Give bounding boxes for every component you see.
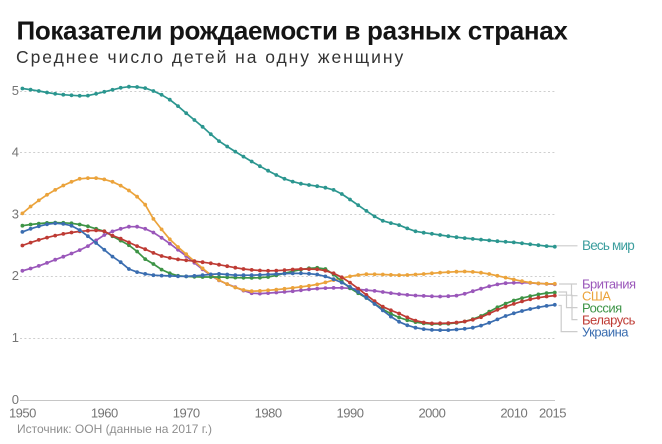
svg-text:1970: 1970 xyxy=(173,406,200,421)
svg-text:3: 3 xyxy=(12,206,19,221)
svg-text:Источник: ООН (данные на 2017: Источник: ООН (данные на 2017 г.) xyxy=(17,422,212,436)
svg-text:2000: 2000 xyxy=(418,406,445,421)
svg-text:1990: 1990 xyxy=(337,406,364,421)
svg-text:1960: 1960 xyxy=(91,406,118,421)
svg-text:США: США xyxy=(582,288,611,303)
svg-text:1980: 1980 xyxy=(255,406,282,421)
svg-text:1: 1 xyxy=(12,330,19,345)
svg-text:Беларусь: Беларусь xyxy=(582,312,636,327)
svg-text:0: 0 xyxy=(12,392,19,407)
svg-text:2010: 2010 xyxy=(500,406,527,421)
svg-text:1950: 1950 xyxy=(9,406,36,421)
svg-text:Среднее число детей на одну же: Среднее число детей на одну женщину xyxy=(16,47,405,67)
svg-text:Весь мир: Весь мир xyxy=(582,238,634,253)
svg-text:Россия: Россия xyxy=(582,300,622,315)
svg-text:5: 5 xyxy=(12,83,19,98)
svg-text:2015: 2015 xyxy=(539,406,566,421)
svg-text:Британия: Британия xyxy=(582,276,636,291)
svg-text:Показатели рождаемости в разны: Показатели рождаемости в разных странах xyxy=(17,16,569,46)
svg-text:4: 4 xyxy=(12,145,19,160)
svg-text:2: 2 xyxy=(12,268,19,283)
svg-text:Украина: Украина xyxy=(582,324,629,339)
